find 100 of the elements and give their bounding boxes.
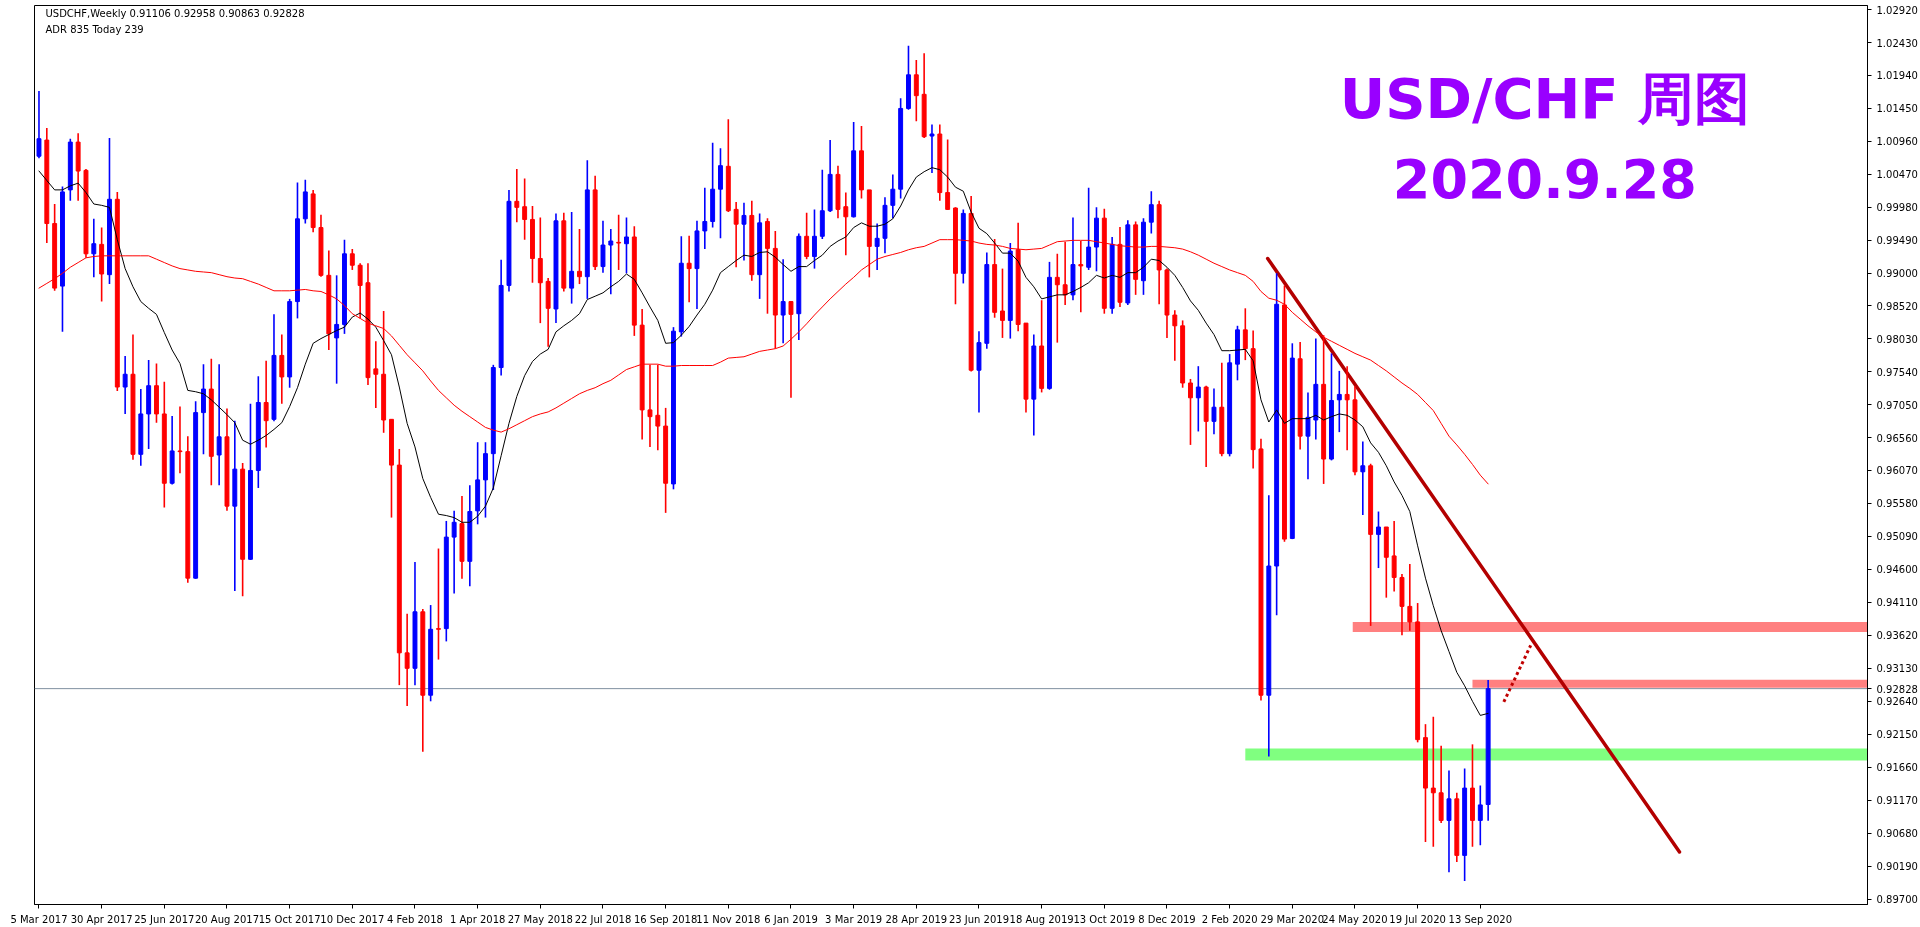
- y-tick-label: 1.02430: [1876, 37, 1918, 49]
- x-tick-label: 4 Feb 2018: [387, 913, 443, 925]
- candlestick: [843, 191, 849, 256]
- candlestick: [647, 364, 653, 448]
- x-tick-label: 13 Oct 2019: [1073, 913, 1136, 925]
- y-tick-label: 0.99000: [1876, 268, 1918, 280]
- candlestick: [804, 211, 810, 260]
- candlestick: [741, 201, 747, 262]
- candlestick: [1148, 190, 1154, 235]
- candlestick: [616, 213, 622, 271]
- y-tick-label: 0.99980: [1876, 202, 1918, 214]
- y-tick-label: 0.95580: [1876, 498, 1918, 510]
- candlestick: [686, 234, 692, 304]
- candlestick: [702, 187, 708, 250]
- x-tick-label: 11 Nov 2018: [696, 913, 761, 925]
- y-tick-label: 1.01450: [1876, 103, 1918, 115]
- x-tick-label: 2 Feb 2020: [1201, 913, 1258, 925]
- candlestick: [1086, 187, 1092, 271]
- candlestick: [600, 220, 606, 274]
- y-tick-label: 0.92150: [1876, 729, 1918, 741]
- candlestick: [1336, 370, 1342, 433]
- candlestick: [1000, 267, 1005, 339]
- candlestick: [1195, 365, 1201, 433]
- candlestick: [1430, 715, 1436, 848]
- candlestick: [812, 208, 817, 270]
- y-tick-label: 1.01940: [1876, 70, 1918, 82]
- candlestick: [788, 300, 794, 399]
- candlestick: [624, 216, 629, 275]
- candlestick: [913, 59, 919, 123]
- y-tick-label: 0.93620: [1876, 630, 1918, 642]
- candlestick: [91, 218, 97, 279]
- candlestick: [436, 547, 441, 661]
- candlestick: [1391, 520, 1397, 593]
- candlestick: [577, 228, 582, 285]
- candlestick: [1305, 391, 1311, 481]
- candlestick: [522, 177, 528, 241]
- candlestick: [929, 123, 935, 174]
- candlestick: [334, 274, 340, 385]
- candlestick: [1054, 253, 1060, 344]
- annotation: USDCHF,Weekly 0.91106 0.92958 0.90863 0.92828: [45, 8, 305, 20]
- x-tick-label: 29 Mar 2020: [1260, 913, 1325, 925]
- candlestick: [357, 262, 363, 320]
- candlestick: [874, 222, 880, 271]
- candlestick: [655, 364, 661, 452]
- x-tick-label: 18 Aug 2019: [1009, 913, 1074, 925]
- text: 2020.9.28: [1392, 147, 1697, 211]
- y-tick-label: 0.99490: [1876, 235, 1918, 247]
- candlestick: [404, 613, 410, 707]
- y-tick-label: 1.02920: [1876, 4, 1918, 16]
- x-tick-label: 13 Sep 2020: [1448, 913, 1513, 925]
- candlestick: [1344, 365, 1350, 452]
- candlestick: [890, 173, 896, 219]
- x-tick-label: 24 May 2020: [1322, 913, 1388, 925]
- x-tick-label: 19 Jul 2020: [1389, 913, 1446, 925]
- candlestick: [122, 355, 128, 415]
- candlestick: [349, 248, 355, 271]
- candlestick: [451, 510, 457, 595]
- candlestick: [780, 258, 786, 345]
- y-tick-label: 0.94600: [1876, 564, 1918, 576]
- candlestick: [608, 228, 614, 295]
- y-tick-label: 0.97540: [1876, 366, 1918, 378]
- candlestick: [1211, 387, 1217, 435]
- x-tick-label: 8 Dec 2019: [1138, 913, 1196, 925]
- x-tick-label: 5 Mar 2017: [10, 913, 68, 925]
- text: USD/CHF 周图: [1339, 65, 1751, 131]
- candlestick: [1172, 309, 1178, 362]
- x-tick-label: 16 Sep 2018: [633, 913, 698, 925]
- y-tick-label: 0.96070: [1876, 465, 1918, 477]
- candlestick: [201, 363, 206, 456]
- y-tick-label: 0.93130: [1876, 663, 1918, 675]
- candlestick: [733, 201, 739, 269]
- x-tick-label: 25 Jun 2017: [134, 913, 195, 925]
- candlestick: [1407, 563, 1413, 632]
- candlestick: [1188, 378, 1193, 446]
- x-tick-label: 22 Jul 2018: [574, 913, 632, 925]
- x-tick-label: 15 Oct 2017: [258, 913, 321, 925]
- candlestick: [1242, 307, 1248, 361]
- y-tick-label: 0.90190: [1876, 861, 1918, 873]
- candlestick: [514, 168, 520, 223]
- candlestick: [263, 359, 269, 449]
- y-tick-label: 0.94110: [1876, 597, 1918, 609]
- y-tick-label: 0.91660: [1876, 762, 1918, 774]
- y-tick-label: 1.00470: [1876, 169, 1918, 181]
- candlestick: [569, 211, 575, 305]
- x-tick-label: 28 Apr 2019: [885, 913, 948, 925]
- y-tick-label: 0.90680: [1876, 828, 1918, 840]
- x-tick-label: 23 Jun 2019: [948, 913, 1010, 925]
- x-tick-label: 6 Jan 2019: [764, 913, 818, 925]
- y-tick-label: 1.00960: [1876, 136, 1918, 148]
- candlestick: [1477, 784, 1483, 847]
- x-tick-label: 10 Dec 2017: [320, 913, 385, 925]
- x-tick-label: 27 May 2018: [507, 913, 573, 925]
- candlestick: [1376, 510, 1381, 569]
- y-tick-label: 0.89700: [1876, 894, 1918, 906]
- candlestick: [216, 363, 222, 487]
- y-tick-label: 0.97050: [1876, 399, 1918, 411]
- candlestick: [36, 90, 42, 160]
- annotation: ADR 835 Today 239: [45, 24, 144, 36]
- candlestick: [945, 138, 951, 211]
- candlestick: [718, 147, 723, 240]
